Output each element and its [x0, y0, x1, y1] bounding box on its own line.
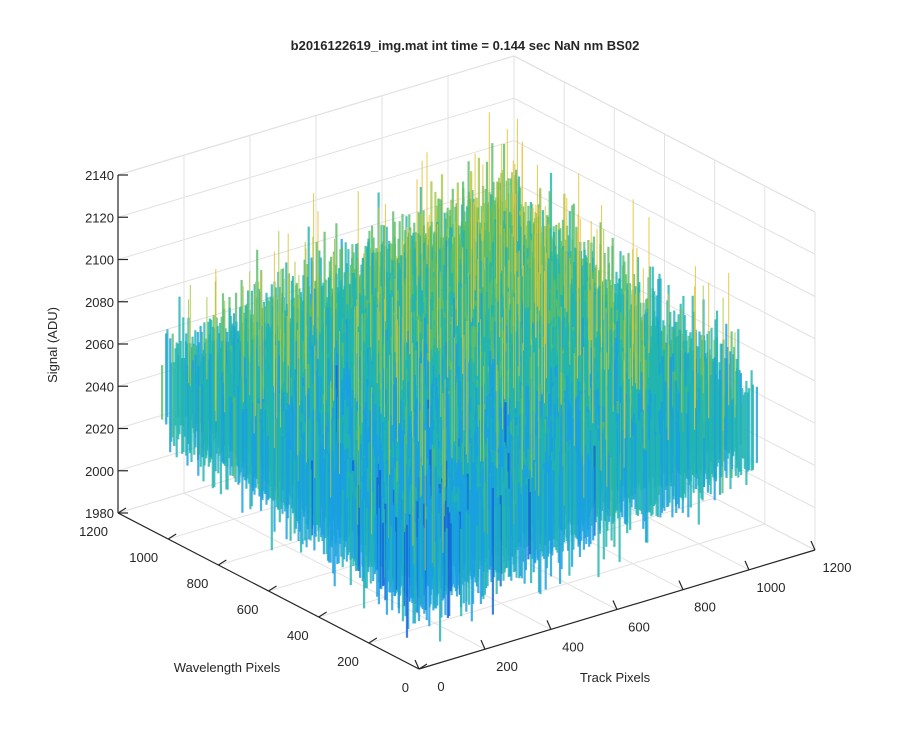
y-tick [318, 611, 327, 618]
x-tick-label: 1200 [823, 560, 852, 575]
z-axis-label: Signal (ADU) [45, 307, 60, 383]
grid-line [117, 55, 515, 176]
y-tick-label: 800 [187, 576, 209, 591]
y-tick-label: 400 [287, 628, 309, 643]
x-tick-label: 600 [628, 620, 650, 635]
z-tick-label: 2000 [85, 464, 114, 479]
grid-line [513, 55, 816, 213]
y-tick [268, 585, 277, 592]
chart-title: b2016122619_img.mat int time = 0.144 sec… [291, 38, 640, 53]
y-tick-label: 600 [237, 602, 259, 617]
z-tick-label: 2080 [85, 295, 114, 310]
tick-marks [117, 174, 816, 670]
x-tick [810, 540, 816, 551]
x-tick-label: 200 [496, 659, 518, 674]
grid-line [368, 523, 765, 644]
x-tick [678, 580, 684, 590]
x-tick-label: 1000 [757, 580, 786, 595]
x-axis-label: Track Pixels [580, 670, 651, 685]
z-tick-label: 2100 [85, 253, 114, 268]
grid-line [513, 140, 816, 297]
z-tick-label: 2060 [85, 337, 114, 352]
x-tick-label: 0 [437, 679, 444, 694]
x-tick [480, 639, 486, 650]
x-tick [546, 620, 552, 630]
grid-line [117, 140, 515, 260]
y-tick [167, 533, 177, 540]
y-tick-label: 1000 [129, 550, 158, 565]
z-tick-label: 1980 [85, 506, 114, 521]
x-tick-label: 400 [562, 639, 584, 654]
y-tick [368, 637, 378, 644]
y-tick [117, 507, 127, 514]
grid-line [117, 97, 515, 218]
grid-line [513, 97, 816, 255]
y-tick [418, 663, 428, 670]
y-tick-label: 0 [402, 680, 409, 695]
z-tick-label: 2040 [85, 379, 114, 394]
y-axis-label: Wavelength Pixels [174, 660, 281, 675]
x-tick [414, 659, 420, 670]
z-tick-label: 2020 [85, 422, 114, 437]
z-tick-label: 2120 [85, 210, 114, 225]
y-tick-label: 200 [337, 654, 359, 669]
y-tick-label: 1200 [79, 524, 108, 539]
y-tick [218, 559, 227, 566]
surface-mesh [161, 112, 759, 642]
x-tick [612, 600, 618, 610]
tick-labels: 0 200 400 600 800 1000 1200 0 200 400 600 800 1000 12… [79, 168, 851, 695]
x-tick [744, 560, 750, 571]
z-tick-label: 2140 [85, 168, 114, 183]
x-tick-label: 800 [694, 600, 716, 615]
